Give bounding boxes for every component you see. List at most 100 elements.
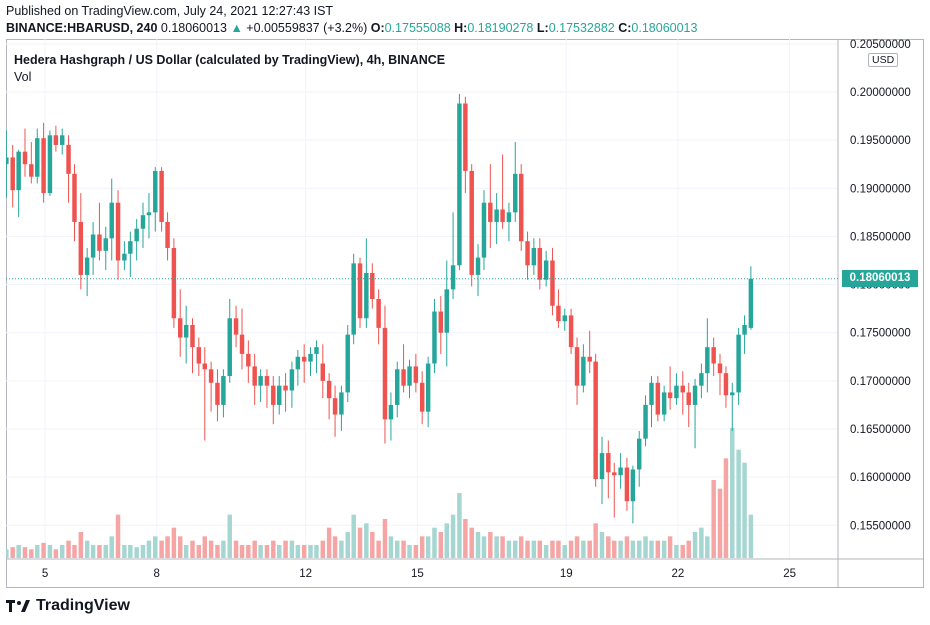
- candle-body: [432, 311, 437, 364]
- volume-bar: [481, 536, 487, 558]
- candle-body: [550, 260, 555, 306]
- volume-bar: [661, 540, 667, 558]
- volume-bar: [376, 540, 381, 558]
- low-value: 0.17532882: [548, 21, 615, 35]
- volume-bar: [463, 519, 468, 558]
- candle-body: [518, 173, 524, 242]
- y-tick-label: 0.15500000: [850, 520, 911, 532]
- candle-body: [122, 253, 127, 261]
- volume-bar: [425, 536, 431, 558]
- volume-bar: [413, 545, 419, 558]
- candle-body: [258, 376, 263, 386]
- candle-body: [59, 135, 65, 145]
- volume-bar: [395, 540, 400, 558]
- volume-bar: [153, 536, 158, 558]
- price-change: +0.00559837 (+3.2%): [246, 21, 368, 35]
- volume-bar: [699, 527, 704, 558]
- candle-body: [177, 318, 183, 338]
- volume-bar: [103, 545, 108, 558]
- candle-body: [587, 356, 592, 362]
- candle-body: [295, 356, 301, 370]
- candle-body: [419, 382, 425, 412]
- candle-body: [345, 334, 350, 393]
- candle-body: [655, 382, 661, 415]
- volume-bar: [314, 545, 319, 558]
- volume-bar: [624, 536, 630, 558]
- candle-body: [97, 234, 102, 251]
- volume-bar: [84, 540, 90, 558]
- volume-bar: [574, 536, 580, 558]
- candle-body: [606, 453, 611, 473]
- candle-body: [78, 221, 84, 275]
- symbol-label: BINANCE:HBARUSD, 240: [6, 21, 158, 35]
- candle-body: [723, 373, 729, 396]
- volume-bar: [351, 514, 356, 558]
- candle-body: [66, 144, 71, 174]
- candle-body: [134, 228, 139, 242]
- x-tick-label: 22: [672, 568, 685, 580]
- currency-badge[interactable]: USD: [868, 53, 899, 67]
- candle-body: [711, 347, 716, 364]
- volume-bar: [295, 545, 301, 558]
- volume-bar: [500, 536, 505, 558]
- y-tick-label: 0.19500000: [850, 135, 911, 147]
- candle-body: [686, 392, 691, 405]
- candle-body: [692, 385, 698, 405]
- candle-body: [705, 347, 710, 374]
- volume-bar: [612, 540, 617, 558]
- candle-body: [481, 202, 487, 258]
- volume-bar: [171, 527, 177, 558]
- volume-bar: [705, 536, 710, 558]
- candle-body: [29, 164, 34, 177]
- candle-body: [103, 238, 108, 251]
- candle-body: [438, 311, 444, 333]
- volume-bar: [90, 545, 96, 558]
- candle-body: [53, 135, 59, 145]
- candle-body: [289, 369, 295, 391]
- low-label: L:: [536, 21, 549, 35]
- volume-bar: [692, 532, 698, 558]
- y-tick-label: 0.17500000: [850, 328, 911, 340]
- volume-bar: [748, 514, 754, 558]
- volume-bar: [655, 540, 661, 558]
- candle-body: [581, 356, 586, 386]
- y-tick-label: 0.20500000: [850, 39, 911, 51]
- volume-bar: [630, 540, 636, 558]
- last-price-badge: 0.18060013: [842, 270, 918, 288]
- candle-body: [475, 257, 481, 275]
- candle-body: [239, 334, 245, 354]
- volume-bar: [457, 493, 462, 558]
- y-tick-label: 0.19000000: [850, 183, 911, 195]
- volume-bar: [581, 540, 586, 558]
- last-price: 0.18060013: [160, 21, 227, 35]
- candle-body: [624, 467, 630, 502]
- volume-bar: [537, 540, 543, 558]
- candle-body: [153, 170, 158, 213]
- candle-body: [680, 385, 686, 393]
- volume-bar: [271, 540, 276, 558]
- volume-bar: [401, 540, 406, 558]
- published-line: Published on TradingView.com, July 24, 2…: [6, 4, 334, 18]
- volume-bar: [388, 536, 394, 558]
- candle-body: [320, 363, 326, 381]
- candle-body: [401, 369, 406, 386]
- volume-bar: [407, 545, 412, 558]
- candle-body: [252, 366, 257, 386]
- legend-vol: Vol: [14, 70, 32, 84]
- volume-bar: [438, 532, 444, 558]
- candle-body: [227, 318, 232, 377]
- candle-body: [630, 469, 636, 502]
- volume-bar: [556, 540, 561, 558]
- volume-bar: [35, 545, 40, 558]
- volume-bar: [301, 545, 307, 558]
- volume-bar: [97, 545, 102, 558]
- volume-bar: [469, 527, 474, 558]
- candle-body: [599, 453, 605, 480]
- volume-bar: [488, 532, 493, 558]
- volume-bar: [277, 545, 282, 558]
- x-tick-label: 19: [560, 568, 573, 580]
- candlestick-chart[interactable]: 0.15500000 0.16000000 0.16500000 0.17000000…: [6, 39, 924, 588]
- volume-bar: [543, 545, 549, 558]
- candle-body: [450, 265, 456, 290]
- volume-bar: [370, 532, 375, 558]
